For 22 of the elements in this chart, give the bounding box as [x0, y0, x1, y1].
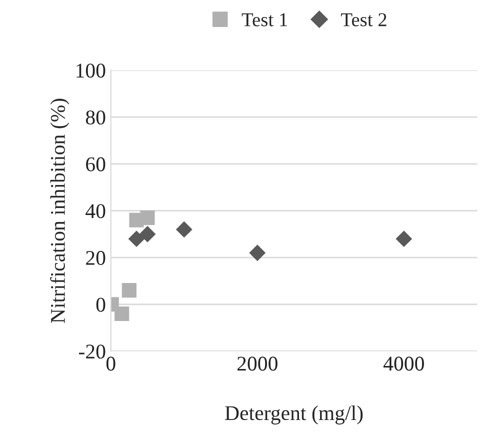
legend-label: Test 1: [242, 13, 288, 26]
x-tick-label: 2000: [237, 356, 278, 371]
y-tick-label: 40: [86, 204, 106, 218]
y-axis-title: Nitrification inhibition (%): [50, 98, 70, 323]
point: [249, 244, 266, 262]
y-tick-label: -20: [79, 344, 106, 359]
point: [139, 226, 156, 242]
y-tick-label: 60: [86, 157, 106, 172]
point: [140, 210, 155, 226]
point: [128, 230, 145, 248]
y-tick-label: 0: [96, 298, 106, 312]
legend-label: Test 2: [341, 13, 386, 26]
x-tick-label: 0: [106, 356, 116, 371]
y-tick-label: 80: [86, 110, 106, 124]
point: [114, 306, 130, 322]
y-tick-label: 20: [86, 250, 106, 265]
point: [176, 221, 192, 238]
y-tick-label: 100: [76, 64, 106, 78]
x-axis-title: Detergent (mg/l): [225, 406, 363, 424]
x-tick-label: 4000: [383, 356, 424, 371]
point: [396, 230, 412, 248]
point: [122, 283, 136, 298]
